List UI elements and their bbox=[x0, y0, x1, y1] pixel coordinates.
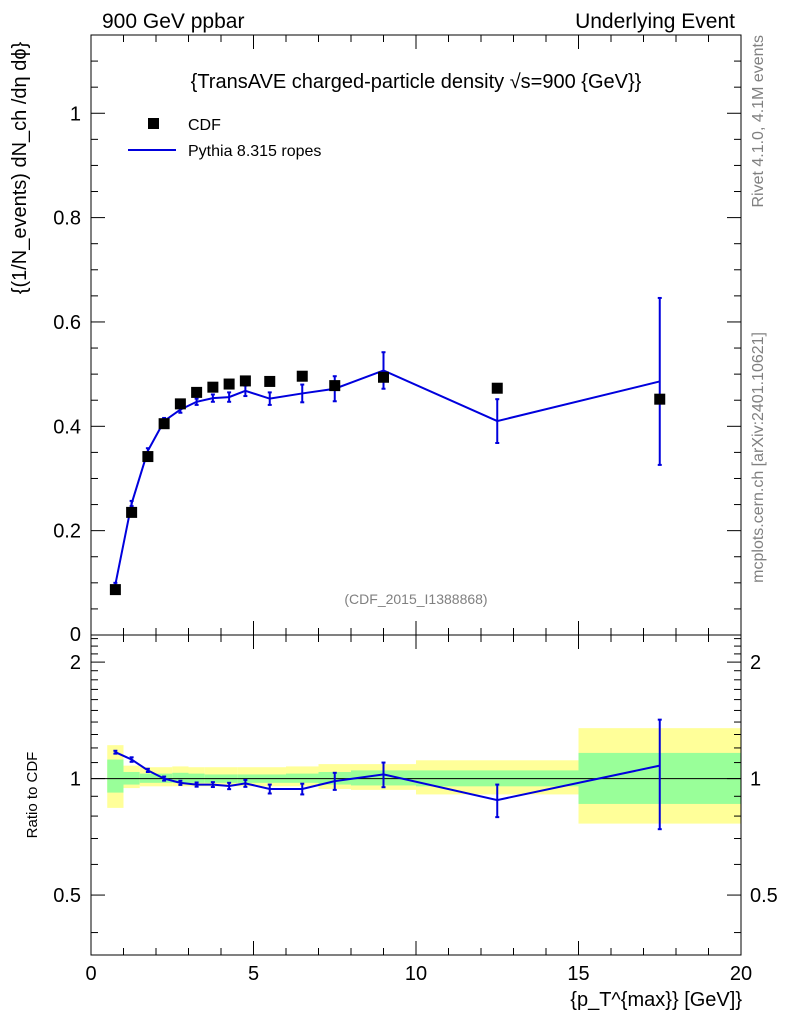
rivet-version-label: Rivet 4.1.0, 4.1M events bbox=[750, 35, 767, 208]
cdf-data-point bbox=[126, 506, 138, 518]
cdf-data-point bbox=[207, 381, 219, 393]
main-panel: {TransAVE charged-particle density √s=90… bbox=[9, 34, 742, 646]
cdf-data-point bbox=[491, 382, 503, 394]
legend-label-cdf: CDF bbox=[188, 117, 221, 134]
stat-uncertainty-band bbox=[107, 759, 124, 793]
cdf-data-point bbox=[378, 371, 389, 383]
y-tick-label-main: 0.8 bbox=[53, 208, 81, 230]
header-left: 900 GeV ppbar bbox=[102, 10, 244, 33]
y-tick-label-ratio: 2 bbox=[70, 652, 81, 674]
mcplots-label: mcplots.cern.ch [arXiv:2401.10621] bbox=[750, 332, 767, 583]
cdf-data-point bbox=[109, 584, 121, 596]
cdf-data-point bbox=[158, 418, 170, 430]
x-tick-label: 10 bbox=[405, 963, 427, 985]
analysis-tag: (CDF_2015_I1388868) bbox=[344, 591, 487, 607]
y-tick-label-ratio: 0.5 bbox=[53, 885, 81, 907]
cdf-data-point bbox=[223, 378, 235, 390]
x-tick-label: 0 bbox=[85, 963, 96, 985]
cdf-data-point bbox=[264, 375, 276, 387]
y-axis-label-main: {(1/N_events) dN_ch /dη dϕ} bbox=[9, 41, 31, 294]
y-tick-label-main: 0.6 bbox=[53, 312, 81, 334]
y-tick-label-main: 0.4 bbox=[53, 416, 81, 438]
x-tick-label: 5 bbox=[248, 963, 259, 985]
y-tick-label-main: 1 bbox=[70, 103, 81, 125]
y-tick-label-ratio-right: 1 bbox=[750, 769, 761, 791]
legend-marker-cdf bbox=[148, 118, 159, 129]
y-tick-label-ratio-right: 2 bbox=[750, 652, 761, 674]
cdf-data-point bbox=[329, 380, 341, 392]
header-right: Underlying Event bbox=[575, 10, 735, 33]
cdf-data-point bbox=[174, 398, 186, 410]
y-tick-label-main: 0 bbox=[70, 624, 81, 646]
cdf-data-point bbox=[142, 451, 154, 463]
y-axis-label-ratio: Ratio to CDF bbox=[24, 752, 41, 839]
stat-uncertainty-band bbox=[172, 772, 189, 783]
x-tick-label: 20 bbox=[730, 963, 752, 985]
ratio-panel: Ratio to CDF 0.5 0.5 1 1 2 2 bbox=[24, 634, 778, 956]
cdf-data-point bbox=[191, 386, 203, 398]
cdf-data-point bbox=[239, 375, 251, 387]
cdf-data-point bbox=[296, 370, 308, 382]
legend-label-pythia: Pythia 8.315 ropes bbox=[188, 143, 321, 160]
x-axis-label: {p_T^{max}} [GeV]} bbox=[570, 989, 742, 1011]
x-tick-label: 15 bbox=[567, 963, 589, 985]
chart-title: {TransAVE charged-particle density √s=90… bbox=[191, 71, 642, 93]
cdf-data-point bbox=[654, 393, 666, 405]
y-tick-label-main: 0.2 bbox=[53, 521, 81, 543]
y-tick-label-ratio-right: 0.5 bbox=[750, 885, 778, 907]
y-tick-label-ratio: 1 bbox=[70, 769, 81, 791]
